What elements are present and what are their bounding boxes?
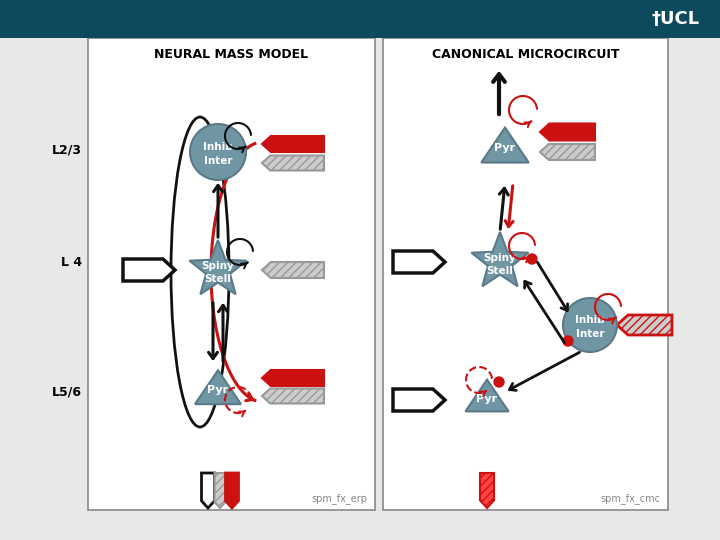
Text: Inter: Inter [576,329,604,339]
Text: Inter: Inter [204,156,233,166]
Text: CANONICAL MICROCIRCUIT: CANONICAL MICROCIRCUIT [432,48,619,61]
Circle shape [494,377,504,387]
Text: Pyr: Pyr [495,143,516,153]
Polygon shape [225,473,238,508]
Text: Pyr: Pyr [207,386,228,395]
Circle shape [563,336,573,346]
Text: L5/6: L5/6 [52,386,82,399]
Polygon shape [189,240,246,294]
Polygon shape [262,388,324,403]
Circle shape [563,298,617,352]
Polygon shape [262,136,324,152]
Polygon shape [215,473,225,508]
Text: Inhib: Inhib [575,315,605,325]
Text: Inhib: Inhib [203,142,233,152]
Text: spm_fx_erp: spm_fx_erp [311,493,367,504]
Text: Stell: Stell [204,274,231,284]
Polygon shape [617,315,672,335]
Text: L2/3: L2/3 [52,144,82,157]
Text: Spiny: Spiny [202,261,235,272]
Text: spm_fx_cmc: spm_fx_cmc [600,493,660,504]
Bar [0,0,720,38]
Polygon shape [540,144,595,160]
Polygon shape [480,473,494,508]
Bar [383,38,668,510]
Polygon shape [393,389,445,411]
Circle shape [190,124,246,180]
Polygon shape [262,156,324,171]
Text: †UCL: †UCL [652,10,700,28]
Text: L 4: L 4 [61,255,82,268]
Bar [88,38,375,510]
Text: Pyr: Pyr [477,394,498,403]
Polygon shape [123,259,175,281]
Circle shape [527,254,537,264]
Polygon shape [195,370,241,404]
Polygon shape [465,380,508,411]
Polygon shape [481,127,528,163]
Polygon shape [540,124,595,140]
Text: Spiny: Spiny [484,253,516,264]
Text: NEURAL MASS MODEL: NEURAL MASS MODEL [154,48,309,61]
Polygon shape [202,473,215,508]
Polygon shape [262,262,324,278]
Polygon shape [472,232,528,286]
Polygon shape [393,251,445,273]
Polygon shape [262,370,324,386]
Text: Stell: Stell [487,266,513,276]
